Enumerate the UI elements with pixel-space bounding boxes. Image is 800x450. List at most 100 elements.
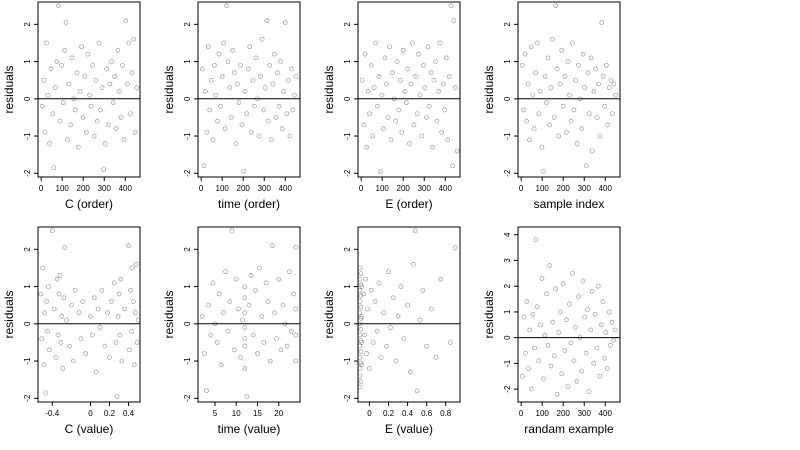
data-point xyxy=(592,312,598,317)
y-axis: -2 -1 0 1 2 xyxy=(343,247,358,402)
data-point xyxy=(586,389,592,395)
data-point xyxy=(253,287,258,293)
data-point xyxy=(580,278,586,284)
data-point xyxy=(358,293,364,299)
data-point xyxy=(579,126,585,131)
data-point xyxy=(584,163,589,169)
data-point xyxy=(54,276,60,282)
data-point xyxy=(38,291,44,297)
data-point xyxy=(567,92,572,98)
data-point xyxy=(104,66,110,72)
data-point xyxy=(80,299,86,304)
data-point xyxy=(594,115,600,120)
x-tick-label: 200 xyxy=(557,409,571,418)
data-point xyxy=(521,314,527,320)
data-point xyxy=(69,55,75,61)
plot-frame xyxy=(517,226,621,403)
data-point xyxy=(91,295,97,301)
data-point xyxy=(128,111,133,117)
data-point xyxy=(228,115,234,120)
data-point xyxy=(93,77,99,83)
data-point xyxy=(134,85,140,90)
y-axis: -2 -1 0 1 2 xyxy=(183,22,198,177)
data-point xyxy=(96,40,102,46)
data-point xyxy=(204,388,209,394)
data-point xyxy=(71,96,77,102)
data-point xyxy=(76,144,81,150)
data-point xyxy=(94,118,100,124)
y-tick-label: 2 xyxy=(23,247,32,252)
chart-e-order: 0 100 200 300 400 E (order) -2 -1 0 1 2 residuals xyxy=(322,1,461,211)
data-point xyxy=(361,291,367,297)
x-axis: 0 100 200 300 400 xyxy=(519,177,612,193)
data-point xyxy=(590,148,595,154)
y-tick-label: 1 xyxy=(343,284,352,289)
data-point xyxy=(225,59,231,64)
data-point xyxy=(54,59,60,64)
data-point xyxy=(559,48,565,53)
data-point xyxy=(66,81,72,87)
data-point xyxy=(59,62,64,68)
data-point xyxy=(357,310,363,315)
data-point xyxy=(250,332,256,338)
data-point xyxy=(132,310,138,315)
data-point xyxy=(102,141,108,146)
data-point xyxy=(293,245,299,250)
data-point xyxy=(107,81,113,87)
points xyxy=(519,3,618,174)
y-tick-label: 0 xyxy=(23,96,32,101)
data-point xyxy=(242,295,248,301)
data-point xyxy=(80,115,86,120)
y-tick-label: 1 xyxy=(503,59,512,64)
data-point xyxy=(241,169,246,174)
data-point xyxy=(118,276,124,282)
data-point xyxy=(539,276,545,281)
y-tick-label: 0 xyxy=(343,321,352,326)
data-point xyxy=(60,100,66,105)
data-point xyxy=(126,40,132,46)
data-point xyxy=(206,302,211,308)
data-point xyxy=(357,265,363,271)
data-point xyxy=(84,129,89,135)
data-point xyxy=(405,302,410,308)
data-point xyxy=(583,350,589,356)
data-point xyxy=(56,291,62,297)
data-point xyxy=(560,103,566,109)
y-tick-label: -1 xyxy=(23,357,32,365)
data-point xyxy=(562,348,568,353)
x-tick-label: 0 xyxy=(519,409,524,418)
data-point xyxy=(359,77,365,83)
data-point xyxy=(382,55,388,61)
plot-frame xyxy=(37,1,141,178)
data-point xyxy=(453,85,458,90)
data-point xyxy=(396,107,402,113)
x-tick-label: 300 xyxy=(258,184,272,193)
points xyxy=(520,237,618,397)
x-tick-label: 15 xyxy=(253,409,262,418)
data-point xyxy=(95,306,101,312)
plot-frame xyxy=(517,1,621,178)
data-point xyxy=(242,310,248,315)
data-point xyxy=(525,366,531,371)
data-point xyxy=(426,103,432,109)
chart-random-example: 0 100 200 300 400 randam example -2 -1 0 1 2 3 4 resi… xyxy=(482,226,621,436)
data-point xyxy=(388,325,393,330)
data-point xyxy=(265,118,271,124)
data-point xyxy=(109,299,114,304)
data-point xyxy=(128,287,133,293)
data-point xyxy=(293,332,299,338)
points xyxy=(359,3,460,174)
y-tick-label: 0 xyxy=(183,96,192,101)
data-point xyxy=(272,310,277,315)
data-point xyxy=(381,126,386,131)
data-point xyxy=(597,373,603,379)
data-point xyxy=(436,89,441,94)
plot-frame xyxy=(357,1,461,178)
data-point xyxy=(43,390,48,396)
data-point xyxy=(358,315,364,321)
data-point xyxy=(79,44,84,50)
data-point xyxy=(450,163,455,169)
data-point xyxy=(245,66,251,72)
data-point xyxy=(212,62,217,68)
data-point xyxy=(576,62,581,68)
